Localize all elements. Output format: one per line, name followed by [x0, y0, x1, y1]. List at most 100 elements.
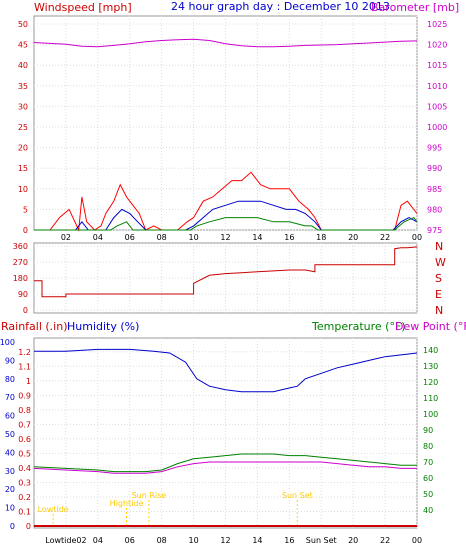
- rainfall-tick-label: 0.8: [18, 406, 31, 415]
- wind-x-tick-label: 10: [188, 233, 198, 242]
- compass-label: N: [435, 240, 443, 253]
- compass-label: N: [435, 304, 443, 317]
- humidity-tick-label: 60: [5, 412, 15, 421]
- barometer-tick-label: 990: [427, 164, 442, 173]
- wind-tick-label: 20: [18, 144, 28, 153]
- rainfall-tick-label: 0.1: [18, 507, 31, 516]
- direction-tick-label: 90: [18, 290, 28, 299]
- rainfall-tick-label: 0.5: [18, 449, 31, 458]
- climate-x-tick-label: 12: [220, 536, 230, 545]
- barometer-tick-label: 1000: [427, 123, 447, 132]
- climate-x-tick-label: Sun Set: [306, 536, 337, 545]
- wind-x-tick-label: 02: [61, 233, 71, 242]
- direction-tick-label: 180: [13, 274, 28, 283]
- direction-tick-label: 0: [23, 306, 28, 315]
- barometer-tick-label: 1005: [427, 102, 447, 111]
- humidity-line: [34, 348, 418, 393]
- sun-event-label: Sun Rise: [132, 491, 167, 500]
- temperature-tick-label: 100: [423, 410, 438, 419]
- barometer-tick-label: 1025: [427, 20, 447, 29]
- wind-direction-line: [34, 246, 418, 298]
- climate-x-tick-label: 22: [380, 536, 390, 545]
- rainfall-tick-label: 0.7: [18, 420, 31, 429]
- wind-lull-line: [34, 216, 418, 231]
- humidity-tick-label: 30: [5, 467, 15, 476]
- barometer-y-ticks: 1025 1020 1015 1010 1005 1000 995 990 985 980 975: [427, 20, 447, 235]
- temperature-tick-label: 40: [423, 506, 433, 515]
- humidity-tick-label: 80: [5, 375, 15, 384]
- wind-tick-label: 15: [18, 164, 28, 173]
- rainfall-tick-label: 0.2: [18, 493, 31, 502]
- wind-x-tick-label: 18: [316, 233, 326, 242]
- rainfall-tick-label: 0.3: [18, 478, 31, 487]
- climate-x-tick-label: 10: [188, 536, 198, 545]
- temperature-tick-label: 130: [423, 362, 438, 371]
- humidity-tick-label: 0: [10, 522, 15, 531]
- temperature-y-ticks: 140 130 120 110 100 90 80 70 60 50 40: [423, 346, 438, 515]
- direction-y-ticks: 360 270 180 90 0: [13, 242, 28, 315]
- wind-average-line: [34, 200, 418, 231]
- barometer-tick-label: 1015: [427, 61, 447, 70]
- wind-x-tick-label: 14: [252, 233, 262, 242]
- wind-tick-label: 10: [18, 185, 28, 194]
- climate-x-tick-label: 08: [157, 536, 167, 545]
- barometer-tick-label: 995: [427, 144, 442, 153]
- barometer-tick-label: 980: [427, 205, 442, 214]
- rainfall-tick-label: 0.6: [18, 435, 31, 444]
- rainfall-tick-label: 1.2: [18, 348, 31, 357]
- barometer-line: [33, 38, 418, 48]
- legend-temperature: Temperature (°F): [311, 320, 406, 333]
- temperature-tick-label: 120: [423, 378, 438, 387]
- humidity-tick-label: 50: [5, 430, 15, 439]
- sun-event-label: Sun Set: [282, 491, 313, 500]
- humidity-tick-label: 20: [5, 485, 15, 494]
- compass-label: E: [435, 288, 442, 301]
- sun-event-label: Lowtide: [38, 505, 69, 514]
- barometer-tick-label: 1020: [427, 41, 447, 50]
- wind-x-tick-label: 12: [220, 233, 230, 242]
- barometer-tick-label: 975: [427, 226, 442, 235]
- legend-rainfall: Rainfall (.in): [1, 320, 68, 333]
- wind-x-tick-label: 16: [284, 233, 294, 242]
- sun-event-label: Hightide: [110, 499, 144, 508]
- wind-tick-label: 40: [18, 61, 28, 70]
- wind-tick-label: 50: [18, 20, 28, 29]
- wind-x-tick-label: 00: [412, 233, 422, 242]
- rainfall-tick-label: 1: [26, 377, 31, 386]
- temperature-tick-label: 70: [423, 458, 433, 467]
- legend-dewpoint: Dew Point (°F): [395, 320, 466, 333]
- climate-x-tick-label: 16: [284, 536, 294, 545]
- humidity-tick-label: 70: [5, 393, 15, 402]
- wind-x-ticks: 02 04 06 08 10 12 14 16 18 20 22 00: [61, 233, 422, 242]
- wind-tick-label: 25: [18, 123, 28, 132]
- temperature-tick-label: 50: [423, 490, 433, 499]
- wind-tick-label: 45: [18, 41, 28, 50]
- climate-x-tick-label: 06: [125, 536, 135, 545]
- humidity-tick-label: 90: [5, 356, 15, 365]
- rainfall-tick-label: 0: [26, 522, 31, 531]
- climate-x-tick-label: 04: [93, 536, 103, 545]
- climate-x-tick-label: 14: [252, 536, 262, 545]
- direction-tick-label: 360: [13, 242, 28, 251]
- humidity-tick-label: 10: [5, 504, 15, 513]
- temperature-tick-label: 80: [423, 442, 433, 451]
- temperature-line: [33, 453, 417, 473]
- wind-tick-label: 35: [18, 82, 28, 91]
- temperature-tick-label: 60: [423, 474, 433, 483]
- compass-label: S: [435, 272, 442, 285]
- climate-x-tick-label: 20: [348, 536, 358, 545]
- chart-title: 24 hour graph day : December 10 2013: [171, 0, 390, 13]
- wind-axis-label: Windspeed [mph]: [34, 1, 132, 14]
- temperature-tick-label: 110: [423, 394, 438, 403]
- compass-label: W: [435, 256, 446, 269]
- climate-x-tick-label: Lowtide02: [45, 536, 86, 545]
- wind-x-tick-label: 20: [348, 233, 358, 242]
- humidity-tick-label: 40: [5, 448, 15, 457]
- climate-panel-grid: [34, 338, 418, 528]
